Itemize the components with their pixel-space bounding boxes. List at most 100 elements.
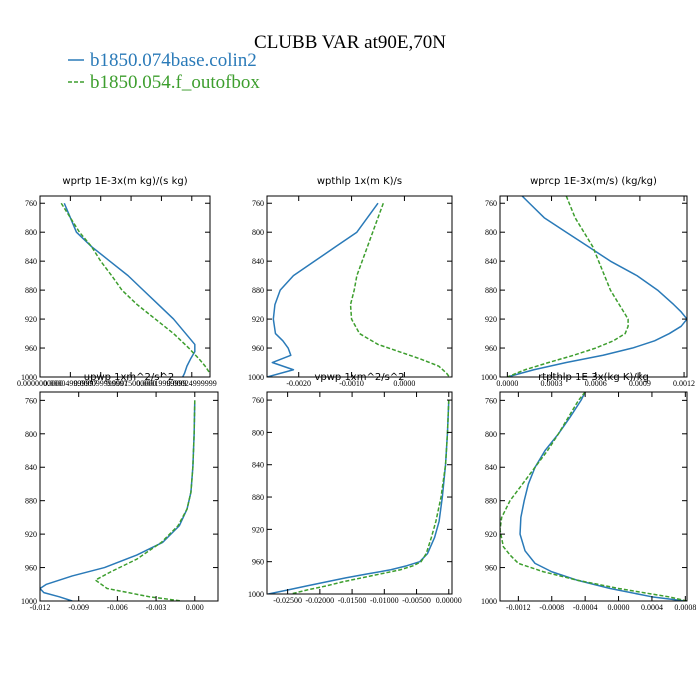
panel-2-ytick-label-2: 840 — [252, 257, 264, 266]
panel-3-series — [507, 196, 687, 377]
panel-6-xtick-label-1: -0.0008 — [539, 603, 564, 612]
panel-2-title: wpthlp 1x(m K)/s — [317, 176, 402, 187]
panel-1: wprtp 1E-3x(m kg)/(s kg) 760 800 840 880 920 9… — [17, 176, 217, 388]
panel-3-xtick-label-0: 0.0000 — [496, 379, 518, 388]
panel-4-xtick-label-4: 0.000 — [186, 603, 204, 612]
panels: wprtp 1E-3x(m kg)/(s kg) 760 800 840 880 920 9… — [17, 176, 696, 612]
panel-2-ytick-label-4: 920 — [252, 315, 264, 324]
panel-6-ytick-label-0: 760 — [485, 396, 497, 405]
panel-5-xtick-label-1: -0.02000 — [306, 596, 335, 605]
panel-2-ytick-label-1: 800 — [252, 228, 264, 237]
panel-5-ytick-label-6: 1000 — [248, 590, 264, 599]
panel-1-frame — [39, 195, 211, 378]
panel-5-ytick-label-1: 800 — [252, 428, 264, 437]
panel-1-series — [60, 202, 210, 377]
panel-4-ytick-label-6: 1000 — [21, 597, 37, 606]
panel-1-xtick-label-3: 0.00015000000 — [106, 379, 156, 388]
panel-6-ytick-label-1: 800 — [485, 430, 497, 439]
panel-3-series-1-line — [507, 196, 687, 377]
panel-6-series — [500, 392, 687, 601]
panel-1-series-1-line — [63, 202, 196, 377]
panel-4-xtick-label-2: -0.006 — [107, 603, 128, 612]
panel-1-xtick-label-1: 0.000049999997 — [43, 379, 97, 388]
panel-5-xtick-label-0: -0.02500 — [273, 596, 302, 605]
panel-1-xtick-label-5: 0.00024999999 — [167, 379, 217, 388]
panel-5-xtick-label-4: -0.00500 — [402, 596, 431, 605]
panel-2-frame — [266, 195, 453, 378]
legend-label-1: b1850.074base.colin2 — [90, 50, 257, 71]
panel-3-xtick-label-2: 0.0006 — [585, 379, 607, 388]
panel-4-ytick-label-0: 760 — [25, 396, 37, 405]
panel-3-ytick-label-6: 1000 — [481, 373, 497, 382]
panel-2-series-2-line — [349, 202, 450, 377]
panel-1-ytick-label-2: 840 — [25, 257, 37, 266]
legend-label-2: b1850.054.f_outofbox — [90, 72, 260, 93]
panel-4-xtick-label-1: -0.009 — [68, 603, 89, 612]
panel-5-ytick-label-3: 880 — [252, 493, 264, 502]
panel-3-xtick-label-3: 0.0009 — [629, 379, 651, 388]
panel-6-ytick-label-6: 1000 — [481, 597, 497, 606]
panel-3-title: wprcp 1E-3x(m/s) (kg/kg) — [530, 176, 657, 187]
panel-5-title: vpwp 1xm^2/s^2 — [314, 372, 404, 383]
panel-1-ytick-label-1: 800 — [25, 228, 37, 237]
panel-4-xtick-label-0: -0.012 — [30, 603, 51, 612]
panel-1-ytick-label-5: 960 — [25, 344, 37, 353]
panel-3-ytick-label-2: 840 — [485, 257, 497, 266]
panel-5-ytick-label-4: 920 — [252, 525, 264, 534]
panel-4-series — [40, 400, 196, 601]
panel-5-xtick-label-3: -0.01000 — [370, 596, 399, 605]
panel-5-ytick-label-0: 760 — [252, 396, 264, 405]
panel-3-frame — [499, 195, 688, 378]
panel-1-ytick-label-6: 1000 — [21, 373, 37, 382]
panel-6-xtick-label-0: -0.0012 — [506, 603, 531, 612]
panel-4-frame — [39, 391, 219, 602]
panel-5-series-2-line — [290, 400, 450, 594]
panel-6-xtick-label-2: -0.0004 — [573, 603, 598, 612]
panel-5: vpwp 1xm^2/s^2 760 800 840 880 920 960 1000 -0.0… — [248, 372, 462, 605]
panel-5-xtick-label-2: -0.01500 — [338, 596, 367, 605]
panel-3-xtick-label-4: 0.0012 — [673, 379, 695, 388]
panel-5-xtick-label-5: 0.00000 — [436, 596, 462, 605]
panel-3-ytick-label-4: 920 — [485, 315, 497, 324]
panel-1-xtick-label-4: 0.00019999999 — [136, 379, 186, 388]
panel-4-ytick-label-5: 960 — [25, 564, 37, 573]
panel-3-series-2-line — [507, 196, 629, 377]
panel-6: rtpthlp 1E-3x(kg K)/kg 760 800 840 880 920 960… — [481, 372, 696, 612]
panel-6-xtick-label-5: 0.0008 — [674, 603, 696, 612]
panel-6-ytick-label-3: 880 — [485, 497, 497, 506]
panel-5-frame — [266, 391, 453, 595]
panel-1-xtick-label-2: 0.000099999997 — [74, 379, 128, 388]
panel-1-ytick-label-0: 760 — [25, 199, 37, 208]
panel-3-ytick-label-5: 960 — [485, 344, 497, 353]
panel-6-frame — [499, 391, 688, 602]
panel-4-title: upwp 1xm^2/s^2 — [84, 372, 174, 383]
panel-4-ytick-label-4: 920 — [25, 530, 37, 539]
panel-2-ytick-label-0: 760 — [252, 199, 264, 208]
panel-6-title: rtpthlp 1E-3x(kg K)/kg — [538, 372, 649, 383]
panel-2-series — [267, 202, 450, 377]
panel-1-xtick-label-0: 0.0000000000 — [17, 379, 63, 388]
panel-3-ytick-label-0: 760 — [485, 199, 497, 208]
panel-4-xtick-label-3: -0.003 — [146, 603, 167, 612]
panel-5-series — [268, 400, 450, 594]
panel-1-series-2-line — [60, 202, 210, 376]
panel-6-xtick-label-4: 0.0004 — [641, 603, 663, 612]
panel-3-xtick-label-1: 0.0003 — [541, 379, 563, 388]
panel-1-ytick-label-3: 880 — [25, 286, 37, 295]
panel-3-ytick-label-1: 800 — [485, 228, 497, 237]
panel-2-ytick-label-6: 1000 — [248, 373, 264, 382]
panel-4-ytick-label-3: 880 — [25, 497, 37, 506]
panel-4-series-2-line — [94, 400, 196, 601]
panel-2: wpthlp 1x(m K)/s 760 800 840 880 920 960 1000 -0… — [248, 176, 453, 388]
panel-5-ytick-label-2: 840 — [252, 461, 264, 470]
panel-2-xtick-label-2: 0.0000 — [393, 379, 415, 388]
panel-6-ytick-label-4: 920 — [485, 530, 497, 539]
panel-6-ytick-label-5: 960 — [485, 564, 497, 573]
panel-2-series-1-line — [267, 202, 379, 377]
panel-2-ytick-label-5: 960 — [252, 344, 264, 353]
panel-6-xtick-label-3: 0.0000 — [608, 603, 630, 612]
panel-6-ytick-label-2: 840 — [485, 463, 497, 472]
panel-3-ytick-label-3: 880 — [485, 286, 497, 295]
